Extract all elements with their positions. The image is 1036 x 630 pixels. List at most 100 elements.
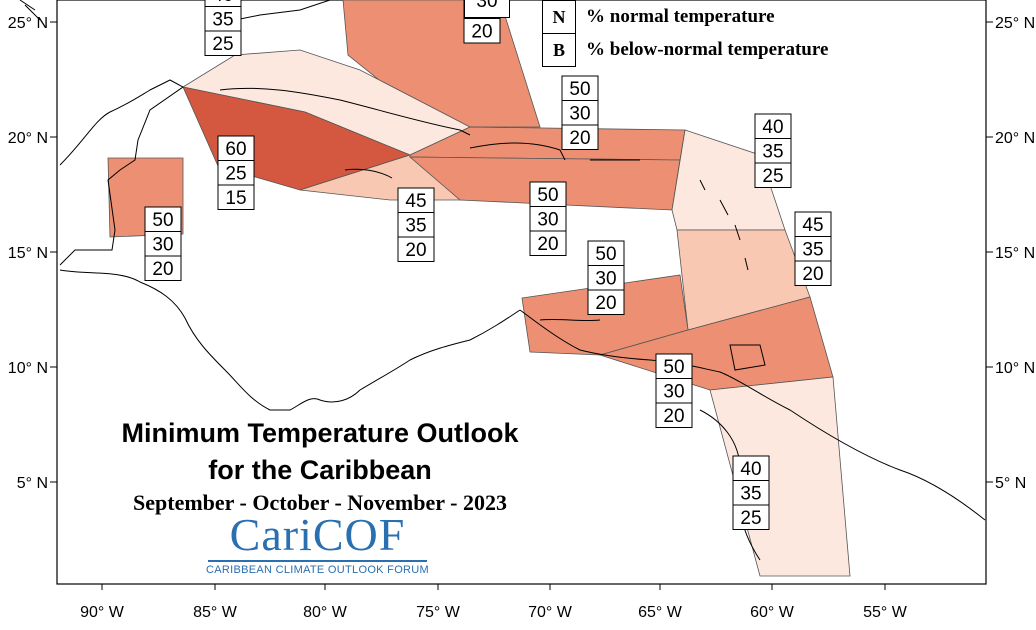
legend-label-below: % below-normal temperature [586,39,829,60]
value-cell [732,504,770,530]
value-cell [794,260,832,286]
y-tick-label-right: 15° N [995,245,1035,262]
value-text: 60 [225,139,246,160]
legend-row-below: B % below-normal temperature [542,33,828,67]
value-text: 40 [212,0,233,6]
logo-name-part1: Cari [229,509,313,560]
value-cell [587,265,625,291]
value-cell [529,181,567,207]
value-box-puerto-rico: 50 30 20 [529,181,567,256]
value-box-trinidad: 50 30 20 [655,353,693,428]
y-tick-label-right: 20° N [995,130,1035,147]
y-tick-label-left: 25° N [8,15,48,32]
x-tick-label: 60° W [750,604,795,621]
value-text: 20 [537,234,558,255]
map-title-line1: Minimum Temperature Outlook [121,418,519,448]
y-tick-label-left: 20° N [8,130,48,147]
value-cell [529,230,567,256]
value-text: 25 [762,166,783,187]
x-tick-label: 75° W [416,604,461,621]
value-text: 50 [537,185,558,206]
value-text: 20 [802,264,823,285]
y-axis-ticks-right: 25° N 20° N 15° N 10° N 5° N [986,15,1035,492]
map-subtitle: September - October - November - 2023 [133,490,507,515]
value-text: 20 [569,128,590,149]
value-text: 35 [762,142,783,163]
value-cell [561,100,599,126]
value-box-jamaica: 45 35 20 [397,187,435,262]
legend-label-normal: % normal temperature [586,6,775,27]
value-box-nw-cuba: 40 35 25 [204,0,242,56]
value-cell [561,75,599,101]
value-text: 20 [405,240,426,261]
y-tick-label-right: 5° N [995,475,1026,492]
value-cell [217,160,255,186]
value-box-windward: 45 35 20 [794,211,832,286]
value-cell [732,480,770,506]
value-cell [397,212,435,238]
value-text: 35 [405,216,426,237]
value-box-belize: 50 30 20 [144,206,182,281]
value-cell [217,184,255,210]
value-cell [561,124,599,150]
value-text: 20 [471,22,492,43]
value-box-leeward: 40 35 25 [754,113,792,188]
x-tick-label: 90° W [80,604,125,621]
logo-rule [208,560,427,562]
value-text: 25 [740,508,761,529]
y-tick-label-right: 10° N [995,360,1035,377]
legend-key-normal: N [542,0,576,34]
value-cell [463,18,501,44]
value-cell [655,402,693,428]
value-text: 20 [663,406,684,427]
value-text: 35 [802,240,823,261]
y-axis-ticks-left: 25° N 20° N 15° N 10° N 5° N [8,15,57,492]
legend-top-partial: 30 [464,0,510,18]
value-text: 45 [802,215,823,236]
y-tick-label-left: 15° N [8,245,48,262]
value-text: 30 [152,235,173,256]
value-text: 15 [225,188,246,209]
value-box-abc: 50 30 20 [587,240,625,315]
value-text: 50 [152,210,173,231]
legend-key-below: B [542,33,576,67]
value-text: 30 [569,104,590,125]
value-text: 35 [212,10,233,31]
logo-wordmark: CariCOF [200,512,435,558]
value-text: 40 [740,459,761,480]
value-text: 20 [152,259,173,280]
y-tick-label-right: 25° N [995,15,1035,32]
value-cell [204,30,242,56]
value-cell [655,378,693,404]
value-text: 30 [663,382,684,403]
value-cell [144,206,182,232]
value-cell [144,231,182,257]
value-text: 50 [663,357,684,378]
value-box-guianas: 40 35 25 [732,455,770,530]
value-cell [794,236,832,262]
value-cell [529,206,567,232]
caricof-logo: CariCOF CARIBBEAN CLIMATE OUTLOOK FORUM [200,512,435,577]
logo-tagline: CARIBBEAN CLIMATE OUTLOOK FORUM [205,564,429,576]
value-text: 25 [225,164,246,185]
value-cell [754,162,792,188]
value-cell [397,187,435,213]
value-text: 25 [212,34,233,55]
y-tick-label-left: 5° N [17,475,48,492]
legend-row-normal: N % normal temperature [542,0,775,34]
value-cell [397,236,435,262]
value-boxes: 40 35 25 30 20 50 30 20 60 25 15 50 30 20 45 35 20 50 30 20… [144,0,832,530]
x-axis-ticks: 90° W 85° W 80° W 75° W 70° W 65° W 60° W 55° W [80,584,908,621]
map-title-line2: for the Caribbean [208,455,432,485]
value-cell [587,240,625,266]
value-text: 45 [405,191,426,212]
coastlines [19,0,986,561]
value-box-cayman: 60 25 15 [217,135,255,210]
value-text: 30 [537,210,558,231]
x-tick-label: 70° W [528,604,573,621]
value-cell [144,255,182,281]
value-cell [655,353,693,379]
value-box-hispaniola-north: 50 30 20 [561,75,599,150]
x-tick-label: 55° W [863,604,908,621]
